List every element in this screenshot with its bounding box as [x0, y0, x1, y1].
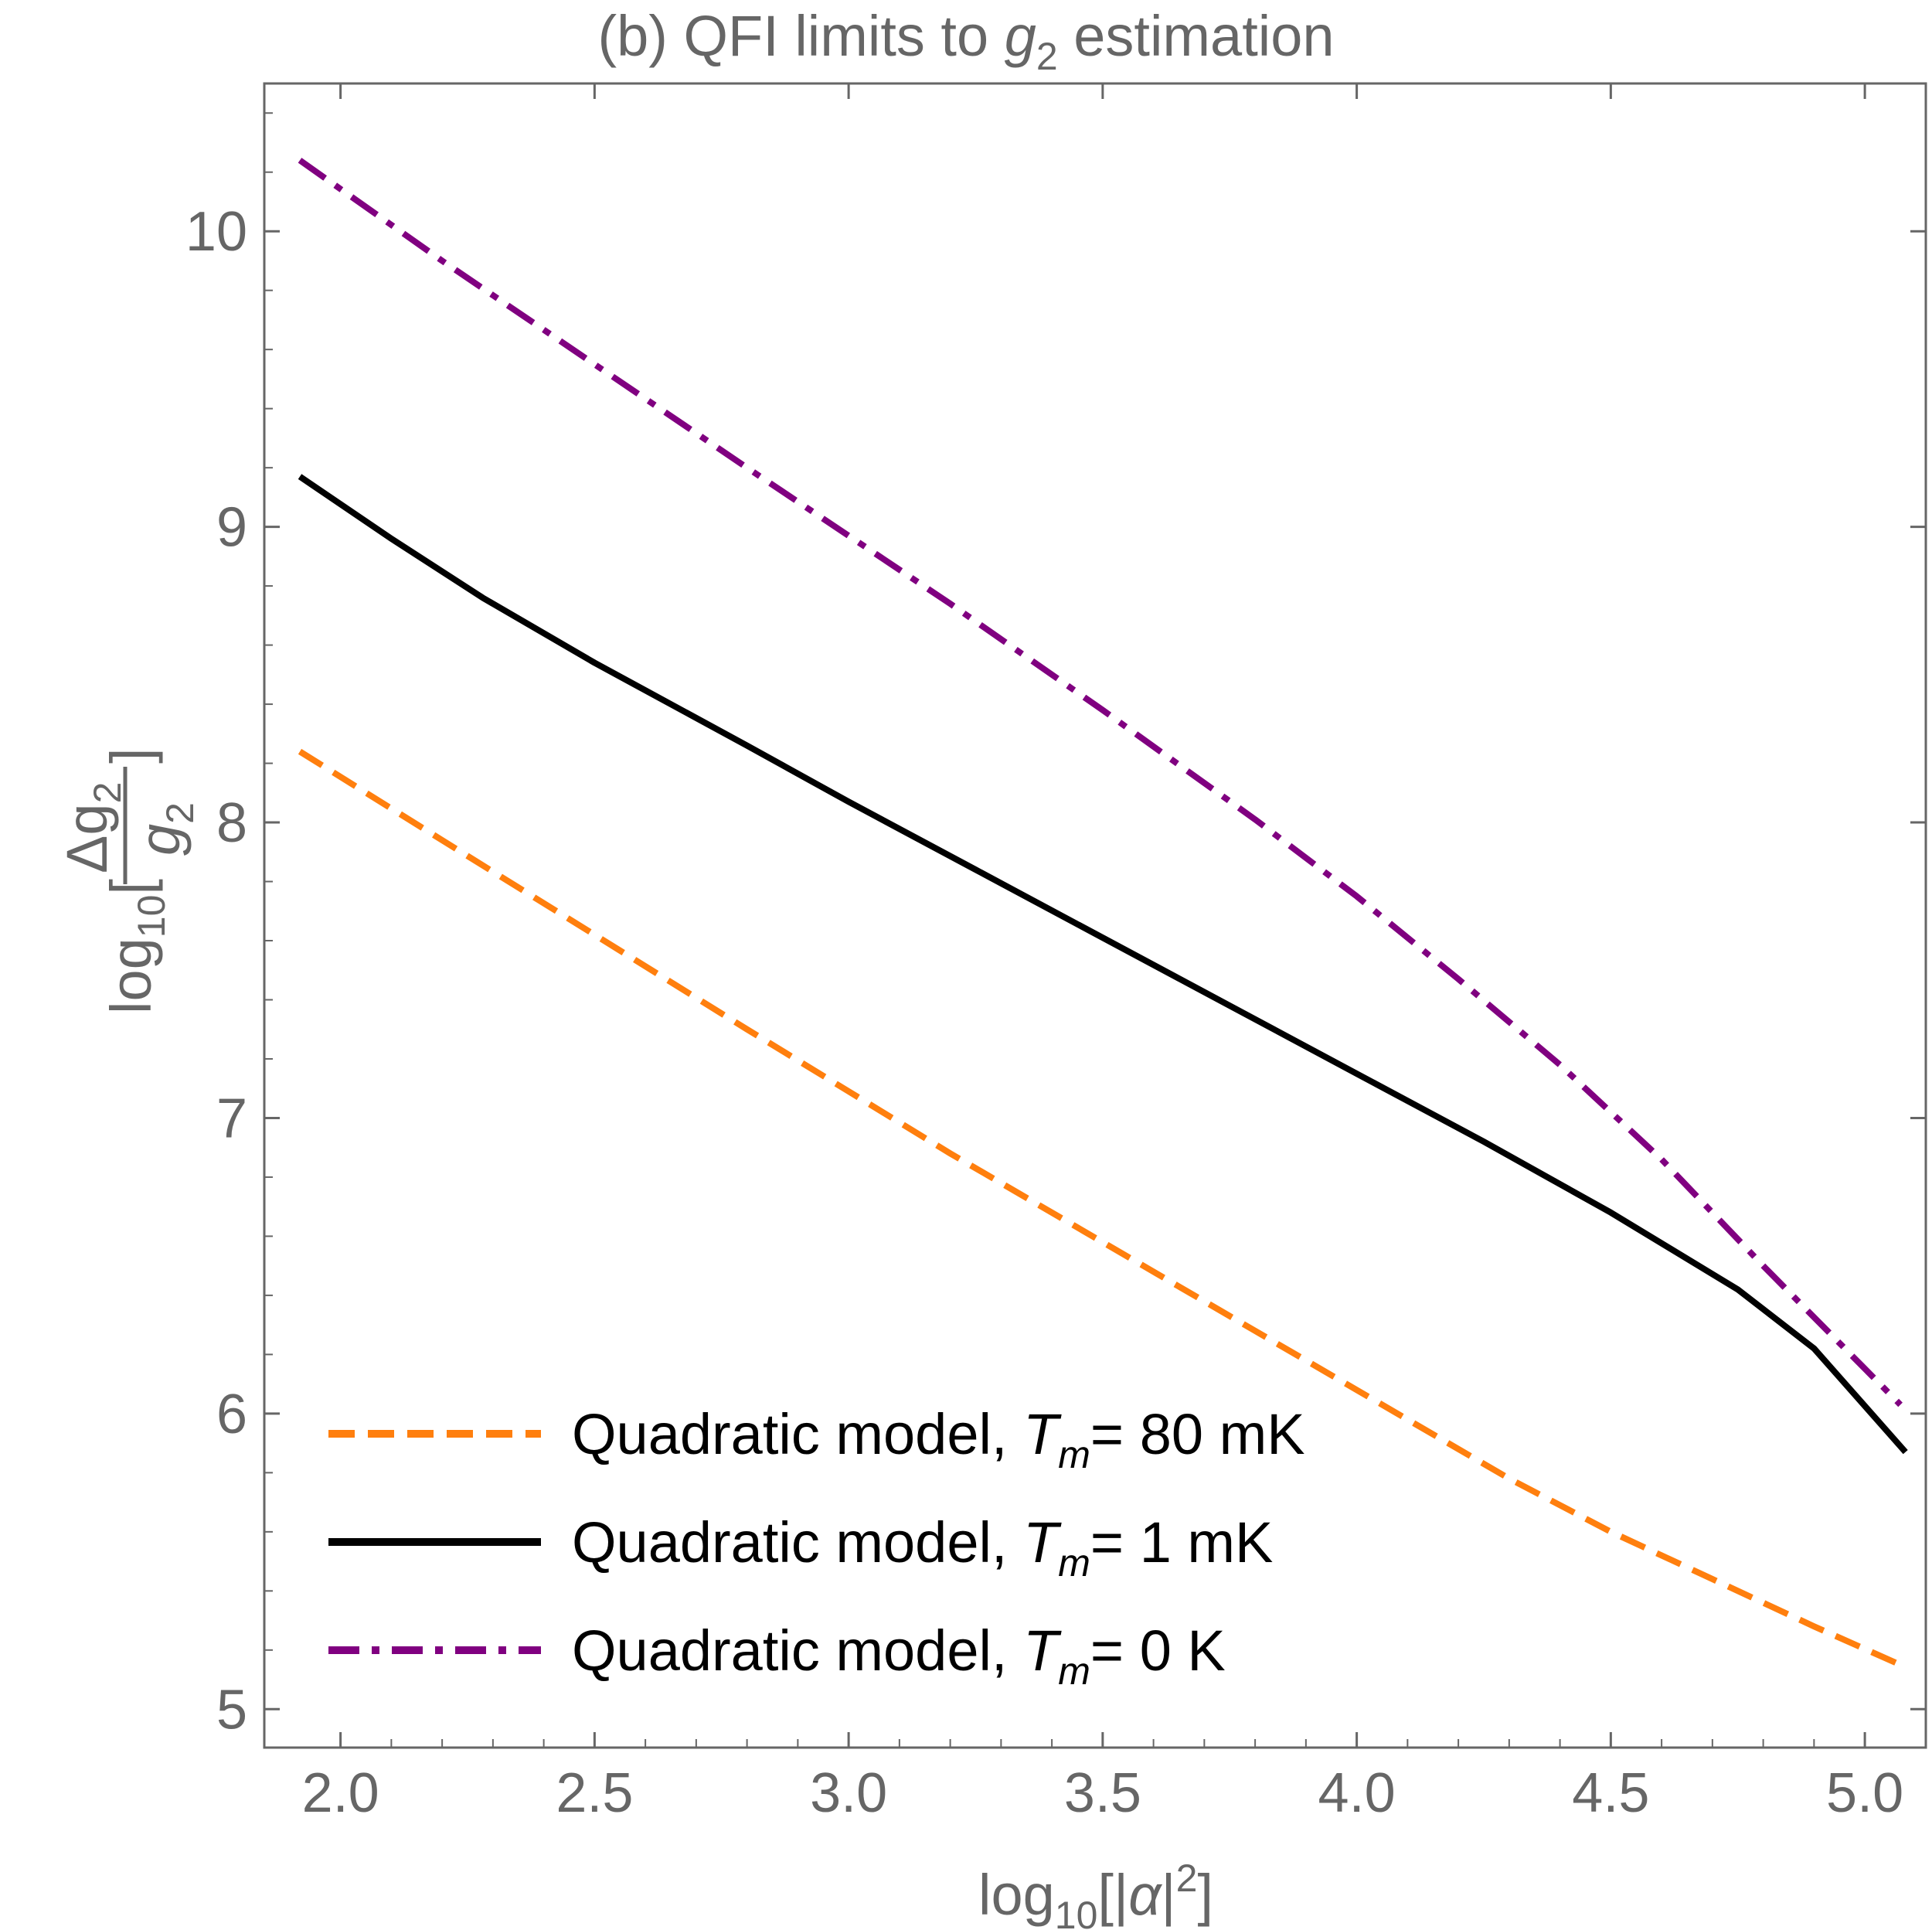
x-axis-label: log10[|α|2] [978, 1857, 1213, 1930]
y-label-close: ] [99, 747, 163, 764]
x-tick-label: 3.0 [810, 1762, 887, 1824]
legend-entry-80mk: Quadratic model, Tm= 80 mK [328, 1402, 1305, 1476]
y-tick-label: 7 [216, 1088, 247, 1149]
legend-label-0k: Quadratic model, Tm= 0 K [572, 1619, 1226, 1693]
plot-frame [263, 82, 1927, 1749]
series-line-1 [298, 474, 1908, 1455]
legend-label-80mk: Quadratic model, Tm= 80 mK [572, 1402, 1305, 1476]
x-axis-ticks: 2.0 2.5 3.0 3.5 4.0 4.5 5.0 [302, 83, 1903, 1824]
legend-entry-1mk: Quadratic model, Tm= 1 mK [328, 1510, 1273, 1585]
y-label-log: log10[ [99, 879, 173, 1014]
y-label-denominator: g2 [128, 802, 202, 856]
x-tick-label: 2.5 [556, 1762, 633, 1824]
y-tick-label: 6 [216, 1384, 247, 1445]
x-tick-label: 3.5 [1064, 1762, 1141, 1824]
x-tick-label: 4.0 [1318, 1762, 1396, 1824]
legend-label-1mk: Quadratic model, Tm= 1 mK [572, 1510, 1273, 1585]
y-axis-label: log10[ Δg2 g2 ] [55, 747, 202, 1014]
y-tick-label: 5 [216, 1679, 247, 1741]
y-axis-ticks: 5 6 7 8 9 10 [185, 112, 1926, 1741]
x-tick-label: 4.5 [1572, 1762, 1649, 1824]
legend-entry-0k: Quadratic model, Tm= 0 K [328, 1619, 1226, 1693]
series-layer [298, 158, 1908, 1668]
x-tick-label: 5.0 [1826, 1762, 1903, 1824]
y-tick-label: 9 [216, 497, 247, 559]
y-tick-label: 8 [216, 792, 247, 854]
series-line-0 [298, 748, 1902, 1668]
y-tick-label: 10 [185, 201, 247, 263]
x-tick-label: 2.0 [302, 1762, 379, 1824]
y-label-numerator: Δg2 [55, 782, 129, 873]
series-line-2 [298, 158, 1903, 1408]
chart-title: (b) QFI limits to g2 estimation [597, 4, 1334, 78]
legend: Quadratic model, Tm= 80 mK Quadratic mod… [328, 1402, 1305, 1693]
